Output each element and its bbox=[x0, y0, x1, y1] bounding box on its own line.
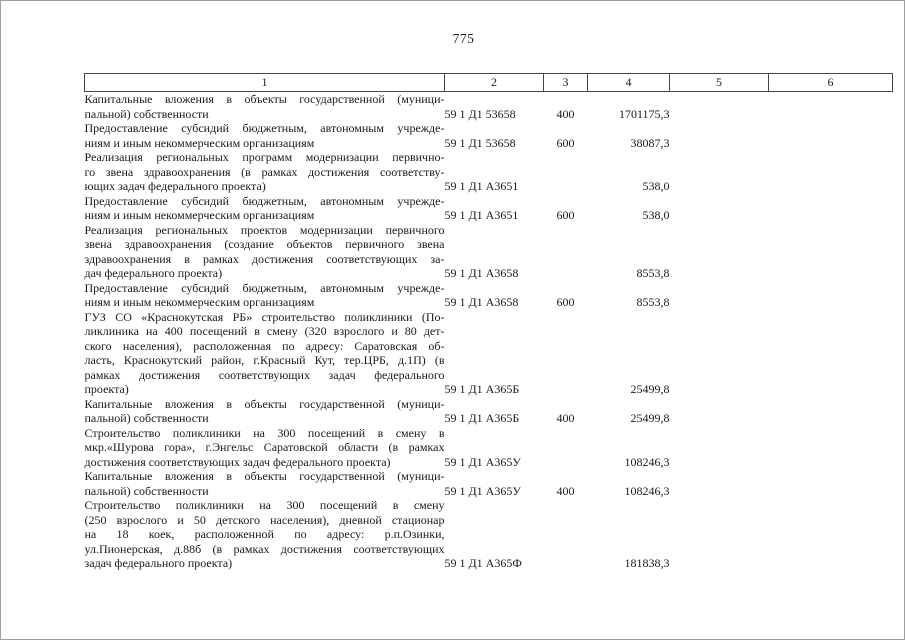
row-amount: 181838,3 bbox=[624, 556, 670, 570]
table-body: Капитальные вложения в объекты государст… bbox=[85, 92, 893, 571]
table-row: Предоставление субсидий бюджетным, автон… bbox=[85, 281, 893, 310]
row-amount: 25499,8 bbox=[630, 411, 670, 425]
column-header-1: 1 bbox=[84, 73, 445, 92]
row-expense-type: 600 bbox=[556, 135, 575, 150]
row-col6-empty bbox=[769, 469, 893, 498]
row-col5-empty bbox=[670, 194, 769, 223]
row-amount: 8553,8 bbox=[636, 295, 670, 309]
table-row: Капитальные вложения в объекты государст… bbox=[85, 397, 893, 426]
row-expense-type bbox=[544, 223, 588, 281]
row-expense-type: 400 bbox=[556, 411, 575, 425]
row-classification-code: 59 1 Д1 А365Б bbox=[444, 411, 520, 425]
row-expense-type: 600 bbox=[556, 208, 575, 222]
row-col6-empty bbox=[769, 223, 893, 281]
row-expense-type bbox=[544, 498, 588, 571]
row-col5-empty bbox=[670, 469, 769, 498]
row-description: ГУЗ СО «Краснокутская РБ» строительство … bbox=[84, 309, 445, 397]
row-classification-code: 59 1 Д1 А365Ф bbox=[444, 556, 522, 570]
row-classification-code: 59 1 Д1 53658 bbox=[444, 106, 516, 121]
row-expense-type bbox=[544, 150, 588, 194]
row-description: Предоставление субсидий бюджетным, автон… bbox=[84, 280, 445, 310]
table-row: Строительство поликлиники на 300 посещен… bbox=[85, 498, 893, 571]
table-row: Капитальные вложения в объекты государст… bbox=[85, 92, 893, 122]
row-classification-code: 59 1 Д1 А3658 bbox=[444, 266, 519, 280]
row-description: Предоставление субсидий бюджетным, автон… bbox=[84, 193, 445, 223]
row-amount: 538,0 bbox=[642, 179, 670, 193]
table-header: 1 2 3 4 5 6 bbox=[84, 73, 893, 92]
row-col6-empty bbox=[769, 310, 893, 397]
table-row: Реализация региональных проектов модерни… bbox=[85, 223, 893, 281]
row-col6-empty bbox=[769, 194, 893, 223]
column-header-6: 6 bbox=[768, 73, 893, 92]
row-col5-empty bbox=[670, 498, 769, 571]
row-description: Капитальные вложения в объекты государст… bbox=[84, 469, 445, 498]
row-classification-code: 59 1 Д1 А365Б bbox=[444, 382, 520, 396]
row-col6-empty bbox=[769, 426, 893, 470]
row-expense-type bbox=[544, 310, 588, 397]
column-header-2: 2 bbox=[444, 73, 544, 92]
row-expense-type: 400 bbox=[556, 483, 575, 498]
row-amount: 108246,3 bbox=[624, 454, 670, 469]
table-row: ГУЗ СО «Краснокутская РБ» строительство … bbox=[85, 310, 893, 397]
table-row: Предоставление субсидий бюджетным, автон… bbox=[85, 121, 893, 150]
row-col5-empty bbox=[670, 397, 769, 426]
row-description: Строительство поликлиники на 300 посещен… bbox=[84, 498, 445, 570]
row-col6-empty bbox=[769, 397, 893, 426]
row-amount: 108246,3 bbox=[624, 483, 670, 498]
table-row: Предоставление субсидий бюджетным, автон… bbox=[85, 194, 893, 223]
row-col5-empty bbox=[670, 310, 769, 397]
table-header-row: 1 2 3 4 5 6 bbox=[84, 73, 893, 92]
row-col5-empty bbox=[670, 223, 769, 281]
row-classification-code: 59 1 Д1 53658 bbox=[444, 135, 516, 150]
row-col6-empty bbox=[769, 150, 893, 194]
table-row: Строительство поликлиники на 300 посещен… bbox=[85, 426, 893, 470]
row-classification-code: 59 1 Д1 А365У bbox=[444, 454, 521, 469]
row-description: Реализация региональных проектов модерни… bbox=[84, 222, 445, 281]
row-amount: 38087,3 bbox=[630, 135, 670, 150]
row-amount: 8553,8 bbox=[636, 266, 670, 280]
row-col5-empty bbox=[670, 281, 769, 310]
row-amount: 25499,8 bbox=[630, 382, 670, 396]
row-expense-type bbox=[544, 426, 588, 470]
row-col5-empty bbox=[670, 92, 769, 122]
row-description: Строительство поликлиники на 300 посещен… bbox=[84, 425, 445, 469]
row-classification-code: 59 1 Д1 А3651 bbox=[444, 179, 519, 193]
row-description: Предоставление субсидий бюджетным, автон… bbox=[84, 121, 445, 150]
row-description: Капитальные вложения в объекты государст… bbox=[84, 92, 445, 121]
row-col6-empty bbox=[769, 281, 893, 310]
row-col5-empty bbox=[670, 121, 769, 150]
column-header-5: 5 bbox=[669, 73, 769, 92]
row-description: Капитальные вложения в объекты государст… bbox=[84, 396, 445, 426]
row-description: Реализация региональных программ модерни… bbox=[84, 150, 445, 193]
row-col5-empty bbox=[670, 426, 769, 470]
row-col6-empty bbox=[769, 121, 893, 150]
row-col6-empty bbox=[769, 498, 893, 571]
row-amount: 538,0 bbox=[642, 208, 670, 222]
row-expense-type: 400 bbox=[556, 106, 575, 121]
row-col5-empty bbox=[670, 150, 769, 194]
row-classification-code: 59 1 Д1 А3658 bbox=[444, 295, 519, 309]
table-row: Капитальные вложения в объекты государст… bbox=[85, 469, 893, 498]
row-amount: 1701175,3 bbox=[618, 106, 670, 121]
budget-table: 1 2 3 4 5 6 Капитальные вложения в объек… bbox=[84, 73, 893, 571]
column-header-3: 3 bbox=[543, 73, 588, 92]
row-col6-empty bbox=[769, 92, 893, 122]
row-classification-code: 59 1 Д1 А3651 bbox=[444, 208, 519, 222]
column-header-4: 4 bbox=[587, 73, 670, 92]
table-row: Реализация региональных программ модерни… bbox=[85, 150, 893, 194]
page-number: 775 bbox=[452, 31, 475, 46]
row-classification-code: 59 1 Д1 А365У bbox=[444, 483, 521, 498]
row-expense-type: 600 bbox=[556, 295, 575, 309]
